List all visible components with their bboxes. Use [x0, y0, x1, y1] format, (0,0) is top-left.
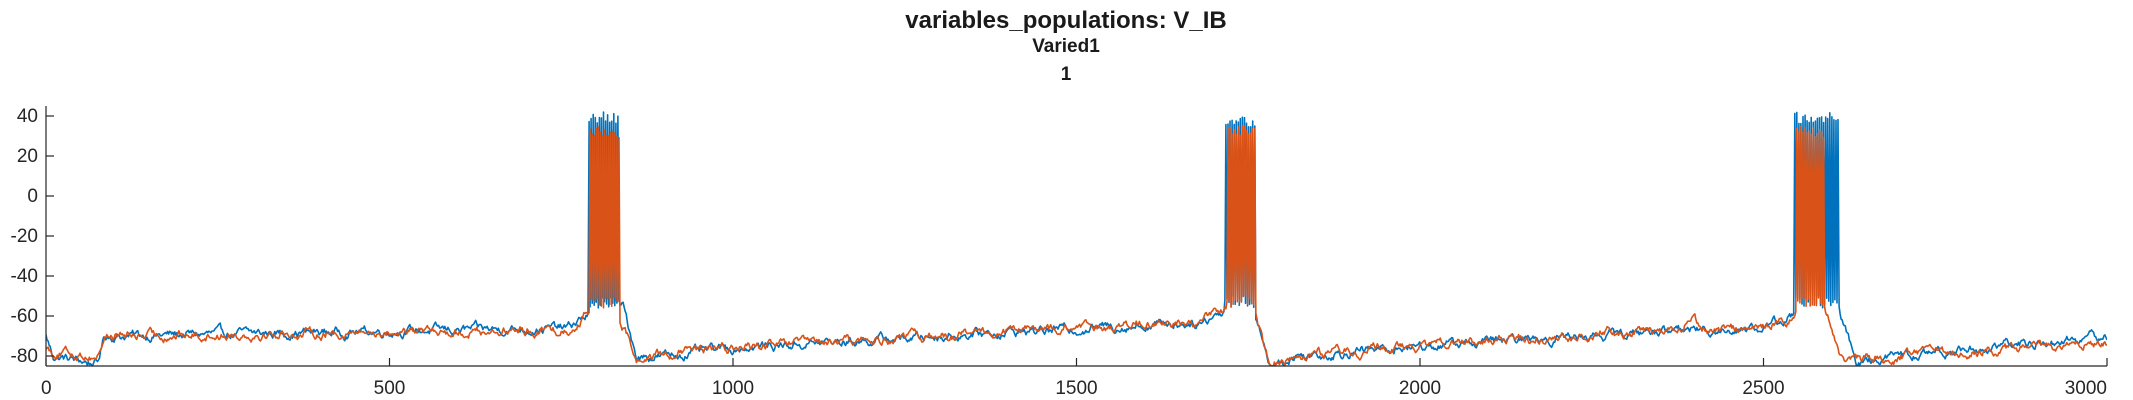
- series-2-line: [46, 124, 2107, 366]
- y-tick-label: 40: [17, 106, 38, 127]
- series-1-line: [46, 111, 2107, 366]
- y-tick-label: -40: [11, 266, 38, 287]
- x-tick-label: 0: [41, 378, 52, 399]
- x-tick-label: 1500: [1055, 378, 1097, 399]
- x-tick-label: 2000: [1399, 378, 1441, 399]
- y-tick-label: 20: [17, 146, 38, 167]
- chart-title: variables_populations: V_IB: [905, 7, 1226, 34]
- plot-area: [46, 111, 2107, 366]
- y-tick-label: -60: [11, 306, 38, 327]
- x-tick-label: 1000: [712, 378, 754, 399]
- chart-subtitle: Varied1: [1032, 36, 1100, 57]
- x-tick-label: 500: [374, 378, 406, 399]
- x-tick-label: 2500: [1742, 378, 1784, 399]
- x-tick-label: 3000: [2065, 378, 2107, 399]
- y-tick-label: 0: [27, 186, 38, 207]
- y-tick-label: -80: [11, 346, 38, 367]
- chart-subtitle-index: 1: [1061, 64, 1072, 85]
- y-tick-label: -20: [11, 226, 38, 247]
